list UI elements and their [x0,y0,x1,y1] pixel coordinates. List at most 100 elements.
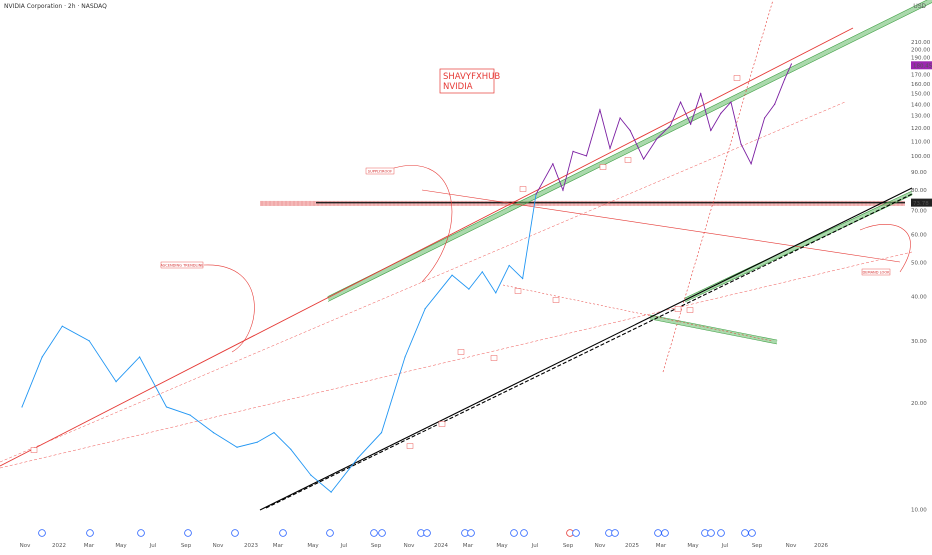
price-point [774,103,776,105]
price-tag [686,307,694,313]
y-tick-label: 160.00 [911,82,931,88]
event-marker [38,529,46,537]
price-point [643,158,645,160]
price-point [481,271,483,273]
black-support-line [259,187,913,511]
y-tick-label: 210.00 [911,40,931,46]
price-point [468,288,470,290]
lower-channel-band-edge-bottom [649,318,778,345]
price-tag [406,443,414,449]
price-point [763,117,766,119]
price-point [720,112,722,114]
lower-dashed-trendline [0,251,913,469]
price-point [424,308,426,310]
price-tag [438,421,446,427]
event-marker [423,529,431,537]
event-marker [86,529,94,537]
x-tick-label: May [115,543,127,549]
price-point [585,155,588,157]
price-point [669,124,672,127]
x-tick-label: Jul [340,543,348,549]
x-tick-label: Sep [371,543,382,549]
price-point [21,406,23,408]
level-label: 73.78 [913,201,929,207]
event-marker [326,529,334,537]
price-point [508,264,510,267]
price-point [629,129,631,132]
event-marker [467,529,475,537]
demand-arc [859,224,911,273]
event-marker [510,529,518,537]
price-point [88,340,90,342]
price-point [212,432,215,434]
y-tick-label: 150.00 [911,92,931,98]
level-badge [911,198,932,207]
event-marker [572,529,580,537]
price-point [679,101,682,103]
event-marker [378,529,386,537]
price-point [599,109,601,111]
y-tick-label: 70.00 [911,209,927,215]
upper-channel-band-edge-bottom [327,2,932,302]
annotation-demand: DEMAND LOOK [862,270,890,274]
supply-zone [260,200,905,206]
annotation-ascending: ASCENDING TRENDLINE [160,263,204,267]
price-point [619,117,621,119]
price-tag [490,355,498,361]
price-point [61,325,63,327]
price-point [552,163,554,165]
x-tick-label: Mar [84,543,95,549]
last-price-badge [911,61,932,70]
currency-label: USD [913,4,926,10]
y-tick-label: 50.00 [911,260,927,266]
annotation-box [160,261,204,269]
x-tick-label: Sep [563,543,574,549]
annotation-supply: SUPPLY/ROOF [368,169,392,173]
descending-red-line [421,189,901,263]
price-point [380,432,383,434]
x-tick-label: Sep [181,543,192,549]
y-tick-label: 110.00 [911,139,931,145]
y-tick-label: 140.00 [911,102,931,108]
event-marker [370,529,378,537]
price-tag [599,164,607,170]
price-point [236,446,238,448]
event-marker [137,529,145,537]
price-tag [624,157,632,163]
y-tick-label: 120.00 [911,126,931,132]
price-point [115,381,117,383]
y-tick-label: 10.00 [911,508,927,514]
price-tag [30,447,38,453]
price-point [700,93,702,95]
price-point [562,189,564,191]
price-point [522,277,524,280]
price-point [273,432,275,434]
price-point [730,101,732,103]
event-marker [279,529,287,537]
x-tick-label: Mar [463,543,474,549]
x-tick-label: Nov [786,543,797,549]
price-point [290,448,292,450]
annotation-box [365,167,395,175]
price-point [310,474,312,476]
price-point [495,292,497,294]
lower-channel-band [649,315,778,344]
price-point [656,137,658,140]
price-line-early [21,194,537,493]
price-point [535,193,537,195]
event-marker [520,529,528,537]
x-tick-label: 2025 [625,543,639,549]
event-marker [707,529,715,537]
x-tick-label: Nov [20,543,31,549]
x-tick-label: 2022 [52,543,66,549]
event-marker [748,529,756,537]
price-point [690,123,692,125]
ascending-arc [203,264,255,353]
support-channel-band-edge-bottom [684,194,913,303]
event-marker [661,529,669,537]
x-tick-label: 2023 [244,543,258,549]
price-point [330,491,332,493]
x-tick-label: Mar [273,543,284,549]
